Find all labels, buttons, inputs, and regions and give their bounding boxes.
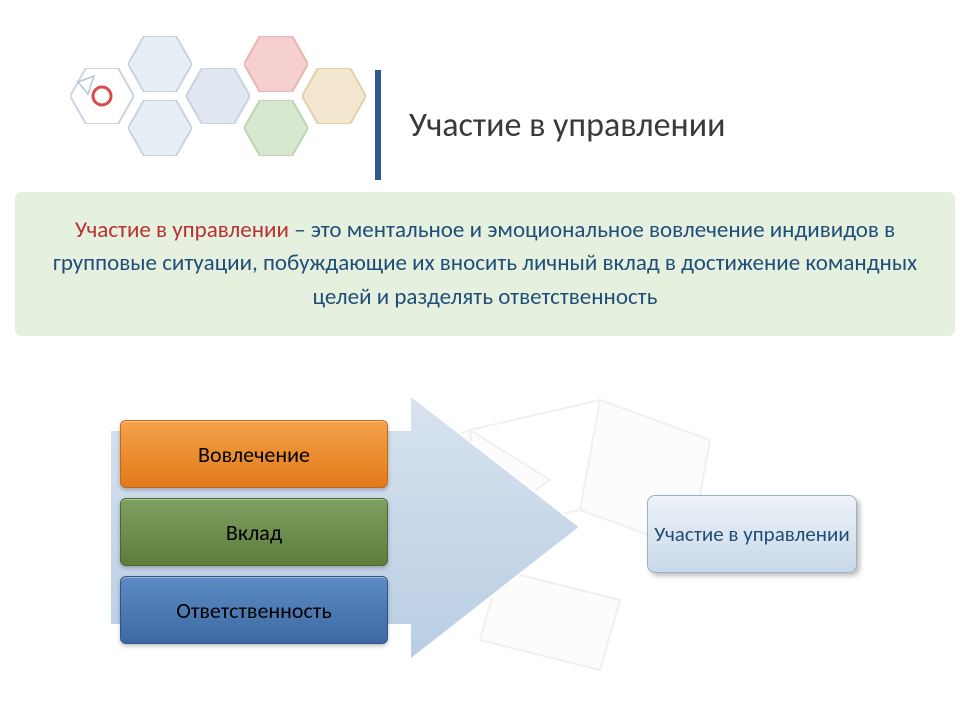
title-accent-bar xyxy=(375,70,381,180)
hexagon-icon xyxy=(302,68,366,124)
result-box: Участие в управлении xyxy=(647,495,857,573)
slide-title: Участие в управлении xyxy=(409,105,725,146)
component-stack: Вовлечение Вклад Ответственность xyxy=(120,420,388,654)
stack-item: Вклад xyxy=(120,498,388,566)
definition-box: Участие в управлении – это ментальное и … xyxy=(15,192,955,336)
hexagon-icon xyxy=(244,36,308,92)
hexagon-icon xyxy=(244,100,308,156)
hexagon-icon xyxy=(186,68,250,124)
slide-title-area: Участие в управлении xyxy=(375,70,725,180)
hexagon-icon xyxy=(128,100,192,156)
hexagon-icon xyxy=(128,36,192,92)
result-label: Участие в управлении xyxy=(654,521,849,547)
stack-item: Ответственность xyxy=(120,576,388,644)
hexagon-cluster xyxy=(70,30,370,180)
hexagon-icon xyxy=(70,68,134,124)
stack-item: Вовлечение xyxy=(120,420,388,488)
definition-term: Участие в управлении xyxy=(75,216,289,244)
